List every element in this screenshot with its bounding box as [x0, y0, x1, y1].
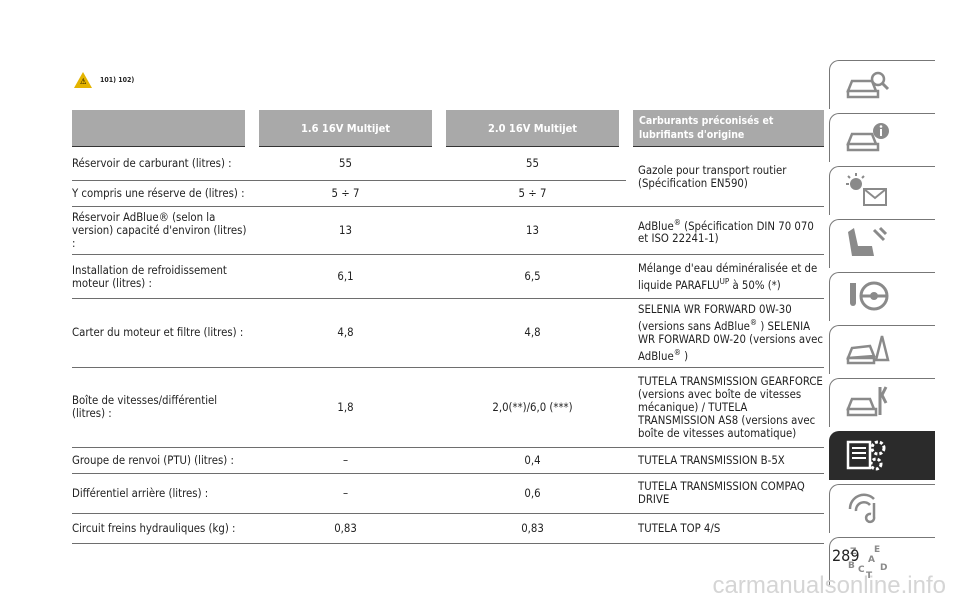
value-16v: 4,8: [252, 298, 439, 368]
value-20v: 13: [439, 206, 626, 255]
tab-driving[interactable]: [829, 272, 935, 321]
table-row: Réservoir de carburant (litres) : 55 55 …: [72, 146, 824, 207]
alphabet-index-icon: Z E B AC DT: [848, 545, 887, 580]
watermark: carmanualsonline.info: [712, 572, 946, 599]
fluid-spec: Mélange d'eau déminéralisée et de liquid…: [626, 254, 824, 299]
crash-warning-icon: [846, 335, 890, 365]
tab-emergency[interactable]: [829, 325, 935, 374]
row-label: Y compris une réserve de (litres) :: [72, 180, 252, 207]
value-16v: 13: [252, 206, 439, 255]
car-tools-icon: [846, 386, 888, 417]
page-number: 289: [832, 546, 860, 565]
table-row: Carter du moteur et filtre (litres) : 4,…: [72, 298, 824, 368]
row-label: Réservoir AdBlue® (selon la version) cap…: [72, 206, 252, 255]
svg-text:T: T: [866, 571, 873, 580]
fluid-spec: TUTELA TOP 4/S: [626, 513, 824, 544]
tab-lights-messages[interactable]: [829, 166, 935, 215]
tab-car-info[interactable]: [829, 113, 935, 162]
row-label: Différentiel arrière (litres) :: [72, 473, 252, 514]
car-info-icon: [846, 123, 889, 152]
table-row: Réservoir AdBlue® (selon la version) cap…: [72, 206, 824, 255]
col-header-20v: 2.0 16V Multijet: [439, 110, 633, 147]
row-label: Groupe de renvoi (PTU) (litres) :: [72, 447, 252, 474]
tab-multimedia[interactable]: [829, 484, 935, 533]
row-label: Circuit freins hydrauliques (kg) :: [72, 513, 252, 544]
value-16v: –: [252, 447, 439, 474]
data-gear-icon: [846, 440, 886, 471]
table-row: Différentiel arrière (litres) : – 0,6 TU…: [72, 473, 824, 514]
value-16v: 5 ÷ 7: [252, 180, 439, 207]
fluid-spec: Gazole pour transport routier (Spécifica…: [626, 146, 824, 207]
row-label: Réservoir de carburant (litres) :: [72, 146, 252, 181]
seat-wrench-icon: [848, 226, 888, 256]
warning-refs: 101) 102): [100, 76, 135, 84]
row-label: Installation de refroidissement moteur (…: [72, 254, 252, 299]
fluid-spec: TUTELA TRANSMISSION COMPAQ DRIVE: [626, 473, 824, 514]
media-icon: [848, 493, 876, 524]
value-16v: –: [252, 473, 439, 514]
value-20v: 5 ÷ 7: [439, 180, 626, 207]
tab-seats-comfort[interactable]: [829, 219, 935, 268]
svg-text:B: B: [848, 561, 855, 571]
value-16v: 6,1: [252, 254, 439, 299]
svg-text:D: D: [880, 563, 887, 573]
steering-wheel-icon: [850, 281, 889, 311]
value-20v: 2,0(**)/6,0 (***): [439, 367, 626, 448]
row-label: Carter du moteur et filtre (litres) :: [72, 298, 252, 368]
fluid-spec: TUTELA TRANSMISSION B-5X: [626, 447, 824, 474]
fluid-spec: TUTELA TRANSMISSION GEARFORCE (versions …: [626, 367, 824, 448]
svg-text:Z: Z: [850, 547, 857, 557]
table-row: Circuit freins hydrauliques (kg) : 0,83 …: [72, 513, 824, 544]
value-20v: 0,4: [439, 447, 626, 474]
tab-technical-data[interactable]: [829, 431, 935, 480]
svg-text:A: A: [868, 555, 875, 565]
table-row: Groupe de renvoi (PTU) (litres) : – 0,4 …: [72, 447, 824, 474]
value-20v: 4,8: [439, 298, 626, 368]
warning-triangle-icon: ⚠: [74, 72, 92, 88]
tab-car-overview[interactable]: [829, 60, 935, 109]
value-16v: 1,8: [252, 367, 439, 448]
value-20v: 55: [439, 146, 626, 181]
light-message-icon: [846, 173, 887, 206]
fluid-spec: SELENIA WR FORWARD 0W-30 (versions sans …: [626, 298, 824, 368]
fluid-spec: AdBlue® (Spécification DIN 70 070 et ISO…: [626, 206, 824, 255]
value-20v: 0,83: [439, 513, 626, 544]
col-header-16v: 1.6 16V Multijet: [252, 110, 446, 147]
svg-text:C: C: [858, 565, 865, 575]
col-header-item: [72, 110, 259, 147]
value-16v: 0,83: [252, 513, 439, 544]
table-row: Boîte de vitesses/différentiel (litres) …: [72, 367, 824, 448]
col-header-fluids: Carburants préconisés et lubrifiants d'o…: [626, 110, 824, 147]
value-20v: 6,5: [439, 254, 626, 299]
value-16v: 55: [252, 146, 439, 181]
svg-text:E: E: [874, 545, 880, 555]
car-search-icon: [846, 71, 890, 99]
capacities-table: 1.6 16V Multijet 2.0 16V Multijet Carbur…: [72, 110, 824, 544]
table-header-row: 1.6 16V Multijet 2.0 16V Multijet Carbur…: [72, 110, 824, 147]
row-label: Boîte de vitesses/différentiel (litres) …: [72, 367, 252, 448]
value-20v: 0,6: [439, 473, 626, 514]
warning-reference: ⚠ 101) 102): [74, 72, 134, 88]
tab-maintenance[interactable]: [829, 378, 935, 427]
table-row: Installation de refroidissement moteur (…: [72, 254, 824, 299]
table-row: Y compris une réserve de (litres) : 5 ÷ …: [72, 180, 824, 207]
